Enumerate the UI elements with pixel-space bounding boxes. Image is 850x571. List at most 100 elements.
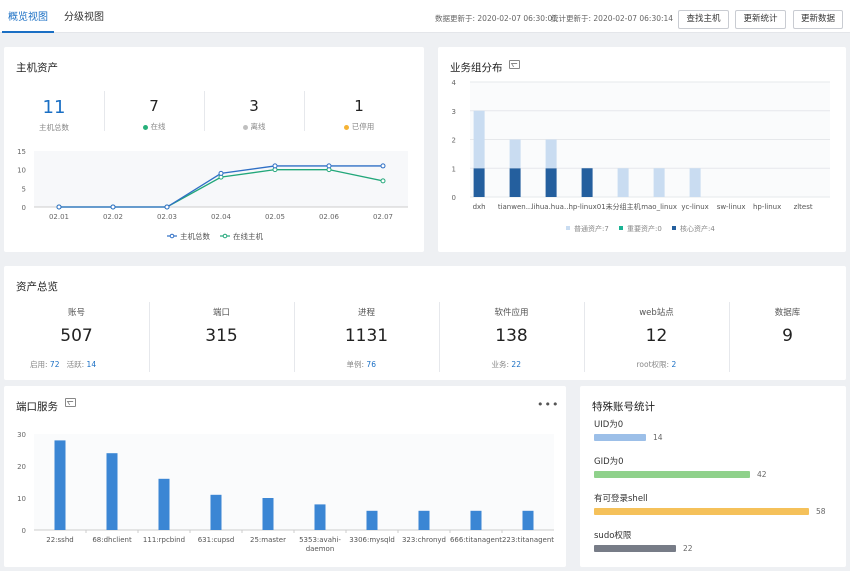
- host-assets-card: 主机资产 11 主机总数 7 在线 3 离线 1 已停用 0 5 10 15 02.01…: [4, 47, 424, 252]
- total-hosts-value: 11: [42, 97, 66, 118]
- legend-swatch: [169, 233, 175, 239]
- asset-value[interactable]: 9: [782, 326, 793, 346]
- x-tick-label: hp-linux: [753, 203, 781, 211]
- stat-offline[interactable]: 3 离线: [204, 97, 304, 132]
- legend-swatch: [222, 233, 228, 239]
- biz-group-chart: 0 1 2 3 4 dxh tianwen... lihua.hua...hp-linux01…: [452, 79, 830, 233]
- data-point: [326, 163, 332, 169]
- data-point: [218, 170, 224, 176]
- update-stats-button[interactable]: 更新统计: [735, 10, 786, 29]
- legend-swatch: [619, 226, 623, 230]
- y-tick-label: 2: [452, 137, 456, 145]
- disabled-value: 1: [354, 97, 364, 115]
- sub-stat-value[interactable]: 22: [511, 360, 521, 369]
- tab-overview[interactable]: 概览视图: [2, 0, 54, 33]
- account-stat-label: GID为0: [594, 457, 624, 467]
- asset-sub-stats: 业务: 22: [492, 359, 521, 370]
- biz-group-card: 业务组分布 0 1 2 3 4 dxh tianwen... lihua.hua... hp-l…: [438, 47, 846, 252]
- bar: [158, 478, 170, 530]
- data-point: [164, 204, 170, 210]
- bar-segment: [545, 139, 557, 169]
- online-dot-icon: [142, 124, 148, 130]
- y-tick-label: 30: [17, 431, 26, 439]
- bar-segment: [509, 168, 521, 197]
- bar: [470, 510, 482, 530]
- stat-online[interactable]: 7 在线: [104, 97, 204, 132]
- sub-stat-value[interactable]: 72: [49, 360, 60, 369]
- y-tick-label: 0: [452, 194, 456, 202]
- account-stat-bar[interactable]: [594, 508, 809, 515]
- bar: [418, 510, 430, 530]
- asset-label: 数据库: [774, 308, 801, 318]
- port-service-chart: 0 10 20 30 22:sshd 68:dhclient 111:rpcbind 631:…: [17, 431, 554, 553]
- update-data-button[interactable]: 更新数据: [793, 10, 843, 29]
- legend-label: 普通资产:7: [574, 224, 609, 233]
- divider: [304, 91, 305, 131]
- account-stat-value: 58: [816, 507, 826, 516]
- divider: [729, 302, 730, 372]
- online-value: 7: [149, 97, 159, 115]
- sub-stat-value[interactable]: 2: [671, 360, 677, 369]
- asset-value[interactable]: 12: [645, 326, 668, 346]
- asset-label: 软件应用: [494, 308, 529, 318]
- find-host-button[interactable]: 查找主机: [678, 10, 729, 29]
- plot-area: [34, 434, 554, 530]
- tab-level-view[interactable]: 分级视图: [64, 12, 104, 23]
- asset-value[interactable]: 315: [205, 326, 238, 346]
- bar-segment: [617, 168, 629, 197]
- port-service-card: 端口服务 ••• 0 10 20 30 22:sshd 68:dhclient 111:rp…: [4, 386, 566, 567]
- sub-stat-label: 单例:: [346, 360, 367, 369]
- account-stat-value: 42: [757, 470, 767, 479]
- asset-sub-stats: root权限: 2: [637, 359, 677, 370]
- legend-label: 重要资产:0: [627, 224, 662, 233]
- more-icon[interactable]: •••: [537, 398, 560, 411]
- bar-segment: [581, 168, 593, 197]
- sub-stat-label: 活跃:: [66, 360, 87, 369]
- x-tick-label: daemon: [306, 545, 335, 553]
- data-point: [380, 178, 386, 184]
- account-stat-label: sudo权限: [594, 531, 632, 541]
- account-stat-bar[interactable]: [594, 471, 750, 478]
- asset-value[interactable]: 507: [60, 326, 93, 346]
- special-accounts-card: 特殊账号统计 UID为0 14 GID为0 42 有可登录shell 58 sudo权限 22: [580, 386, 846, 567]
- sub-stat-label: 业务:: [491, 360, 512, 369]
- divider: [439, 302, 440, 372]
- bar: [54, 440, 66, 530]
- account-stat-bar[interactable]: [594, 545, 676, 552]
- image-icon[interactable]: [509, 60, 520, 69]
- data-point: [56, 204, 62, 210]
- host-assets-title: 主机资产: [16, 62, 58, 74]
- bar-segment: [653, 168, 665, 197]
- asset-value[interactable]: 138: [495, 326, 528, 346]
- asset-value[interactable]: 1131: [344, 326, 389, 346]
- stat-disabled[interactable]: 1 已停用: [304, 97, 414, 132]
- data-point: [380, 163, 386, 169]
- divider: [204, 91, 205, 131]
- x-tick-label: sw-linux: [717, 203, 746, 211]
- bar: [262, 498, 274, 530]
- asset-label: 端口: [212, 308, 230, 318]
- x-tick-label: 3306:mysqld: [349, 536, 395, 544]
- top-bar: 概览视图 分级视图 数据更新于: 2020-02-07 06:30:01 统计更…: [0, 0, 850, 33]
- x-tick-label: hp-linux01: [568, 203, 605, 211]
- stat-total-hosts[interactable]: 11 主机总数: [4, 97, 104, 133]
- x-tick-label: 02.04: [211, 213, 232, 221]
- data-point: [272, 163, 278, 169]
- account-stat-bar[interactable]: [594, 434, 646, 441]
- bar-segment: [545, 168, 557, 197]
- x-tick-label: 未分组主机: [606, 202, 641, 211]
- divider: [149, 302, 150, 372]
- y-tick-label: 20: [17, 463, 26, 471]
- x-tick-label: 02.05: [265, 213, 285, 221]
- sub-stat-value[interactable]: 76: [366, 360, 376, 369]
- bar: [366, 510, 378, 530]
- y-tick-label: 4: [452, 79, 457, 87]
- bar-segment: [473, 168, 485, 197]
- asset-sub-stats: 单例: 76: [347, 359, 376, 370]
- divider: [584, 302, 585, 372]
- disabled-dot-icon: [343, 124, 349, 130]
- x-tick-label: 02.07: [373, 213, 393, 221]
- sub-stat-value[interactable]: 14: [86, 360, 97, 369]
- image-icon[interactable]: [65, 398, 76, 407]
- total-hosts-label: 主机总数: [39, 123, 69, 132]
